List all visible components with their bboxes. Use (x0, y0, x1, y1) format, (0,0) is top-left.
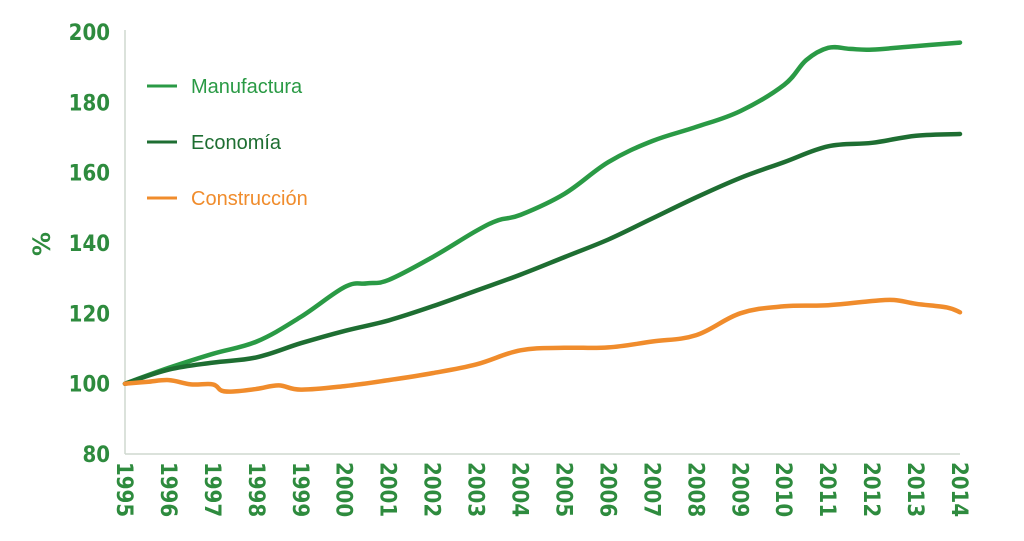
y-tick-label: 180 (69, 91, 110, 116)
y-tick-label: 160 (69, 162, 110, 187)
x-tick-label: 2009 (726, 462, 751, 517)
legend-label-manufactura: Manufactura (191, 76, 303, 98)
x-tick-label: 2008 (682, 462, 707, 517)
series-layer (122, 40, 963, 394)
x-tick-label: 2007 (638, 462, 663, 517)
x-tick-label: 1999 (287, 462, 312, 517)
x-tick-label: 2004 (507, 462, 532, 517)
x-tick-label: 1997 (199, 462, 224, 517)
y-axis-label: % (28, 232, 56, 256)
x-tick-label: 1995 (111, 462, 136, 517)
series-line-construccion (122, 297, 963, 394)
x-tick-label: 2013 (902, 462, 927, 517)
legend: Manufactura Economía Construcción (147, 76, 308, 210)
legend-label-economia: Economía (191, 132, 282, 154)
x-tick-label: 1998 (243, 462, 268, 517)
x-tick-label: 2002 (419, 462, 444, 517)
x-tick-label: 2012 (858, 462, 883, 517)
x-tick-label: 2001 (375, 462, 400, 517)
x-tick-label: 2010 (770, 462, 795, 517)
x-tick-label: 2003 (463, 462, 488, 517)
legend-label-construccion: Construcción (191, 188, 308, 210)
x-tick-label: 2005 (550, 462, 575, 517)
y-tick-label: 120 (69, 302, 110, 327)
x-tick-label: 2006 (594, 462, 619, 517)
y-tick-label: 200 (69, 21, 110, 46)
x-tick-label: 2000 (331, 462, 356, 517)
y-tick-label: 80 (82, 443, 110, 468)
y-tick-label: 100 (69, 373, 110, 398)
x-tick-label: 2011 (814, 462, 839, 517)
y-tick-label: 140 (69, 232, 110, 257)
axes: 80 100 120 140 160 180 200 1995 1996 1997 1998 1999… (69, 21, 971, 517)
x-tick-label: 2014 (946, 462, 971, 517)
series-line-manufactura (122, 40, 963, 386)
series-line-economia (122, 131, 963, 386)
x-tick-label: 1996 (155, 462, 180, 517)
